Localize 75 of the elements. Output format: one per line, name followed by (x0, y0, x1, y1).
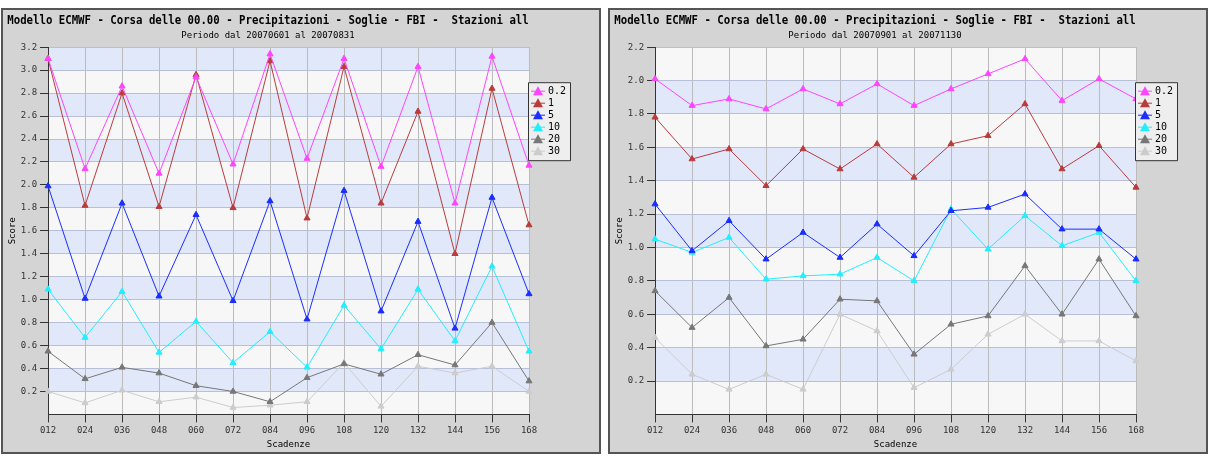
legend-label: 5 (548, 108, 555, 120)
legend-label: 5 (1155, 108, 1162, 120)
legend-label: 30 (548, 144, 561, 156)
x-tick-label: 024 (76, 425, 94, 436)
x-tick-label: 036 (113, 425, 131, 436)
x-tick-label: 072 (831, 425, 849, 436)
x-tick-label: 156 (483, 425, 501, 436)
y-tick-label: 1.2 (20, 271, 38, 282)
chart-subtitle: Periodo dal 20070601 al 20070831 (181, 30, 355, 41)
legend-label: 1 (1155, 96, 1162, 108)
legend-label: 30 (1155, 144, 1168, 156)
y-axis-title: Score (613, 217, 624, 245)
y-tick-label: 3.0 (20, 64, 38, 75)
chart-title: Modello ECMWF - Corsa delle 00.00 - Precipitazioni - Soglie - FBI - Stazioni all (614, 12, 1136, 28)
y-tick-label: 1.4 (20, 248, 38, 259)
y-tick-label: 2.2 (20, 156, 38, 167)
chart-subtitle: Periodo dal 20070901 al 20071130 (788, 30, 962, 41)
x-tick-label: 108 (335, 425, 353, 436)
x-tick-label: 060 (794, 425, 812, 436)
x-tick-label: 012 (39, 425, 57, 436)
y-tick-label: 1.4 (627, 175, 645, 186)
x-tick-label: 132 (409, 425, 427, 436)
x-tick-label: 012 (646, 425, 664, 436)
y-tick-label: 2.2 (627, 41, 645, 52)
y-tick-label: 0.4 (20, 362, 38, 373)
x-tick-label: 048 (757, 425, 775, 436)
y-tick-label: 2.4 (20, 133, 38, 144)
y-tick-label: 0.2 (20, 385, 38, 396)
x-tick-label: 144 (446, 425, 464, 436)
x-tick-label: 072 (224, 425, 242, 436)
legend-label: 20 (548, 132, 561, 144)
legend-label: 10 (548, 120, 561, 132)
y-tick-label: 1.6 (627, 141, 645, 152)
y-tick-label: 0.8 (627, 275, 645, 286)
x-tick-label: 168 (1127, 425, 1145, 436)
legend-label: 0.2 (548, 84, 567, 96)
x-tick-label: 144 (1053, 425, 1071, 436)
x-tick-label: 096 (905, 425, 923, 436)
y-tick-label: 2.0 (20, 179, 38, 190)
x-tick-label: 048 (150, 425, 168, 436)
y-tick-label: 1.8 (20, 202, 38, 213)
y-tick-label: 0.6 (20, 339, 38, 350)
x-tick-label: 096 (298, 425, 316, 436)
x-tick-label: 156 (1090, 425, 1108, 436)
x-tick-label: 120 (372, 425, 390, 436)
y-tick-label: 1.8 (627, 108, 645, 119)
x-tick-label: 132 (1016, 425, 1034, 436)
legend-label: 20 (1155, 132, 1168, 144)
x-tick-label: 120 (979, 425, 997, 436)
y-tick-label: 3.2 (20, 41, 38, 52)
x-tick-label: 084 (261, 425, 279, 436)
legend-label: 1 (548, 96, 555, 108)
x-axis-title: Scadenze (266, 438, 311, 449)
legend-label: 10 (1155, 120, 1168, 132)
y-tick-label: 0.6 (627, 308, 645, 319)
y-tick-label: 2.0 (627, 74, 645, 85)
y-tick-label: 0.8 (20, 316, 38, 327)
x-tick-label: 060 (187, 425, 205, 436)
x-tick-label: 036 (720, 425, 738, 436)
x-axis-title: Scadenze (873, 438, 918, 449)
y-tick-label: 0.2 (627, 375, 645, 386)
y-tick-label: 2.8 (20, 87, 38, 98)
x-tick-label: 108 (942, 425, 960, 436)
y-tick-label: 1.0 (20, 293, 38, 304)
y-tick-label: 1.0 (627, 241, 645, 252)
y-tick-label: 0.4 (627, 341, 645, 352)
x-tick-label: 084 (868, 425, 886, 436)
y-tick-label: 2.6 (20, 110, 38, 121)
y-tick-label: 1.6 (20, 225, 38, 236)
legend-label: 0.2 (1155, 84, 1174, 96)
x-tick-label: 024 (683, 425, 701, 436)
x-tick-label: 168 (520, 425, 538, 436)
y-tick-label: 1.2 (627, 208, 645, 219)
chart-title: Modello ECMWF - Corsa delle 00.00 - Precipitazioni - Soglie - FBI - Stazioni all (7, 12, 529, 28)
y-axis-title: Score (6, 217, 17, 245)
